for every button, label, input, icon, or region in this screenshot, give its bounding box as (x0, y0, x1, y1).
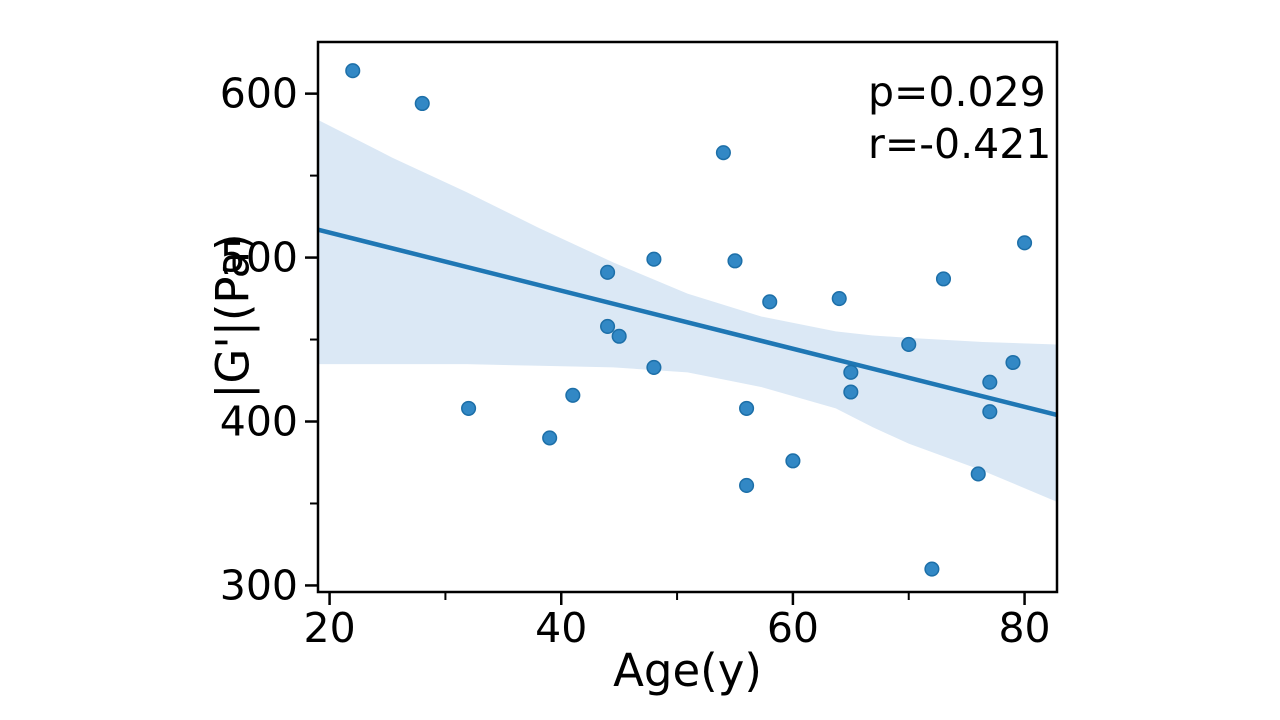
scatter-point (843, 364, 859, 380)
scatter-point (901, 336, 917, 353)
scatter-point (924, 561, 940, 577)
scatter-point (982, 374, 998, 390)
scatter-point (1005, 354, 1021, 371)
scatter-point (762, 294, 778, 310)
scatter-point (785, 453, 801, 469)
scatter-point (739, 477, 755, 493)
scatter-point (715, 145, 731, 161)
regression-line (317, 227, 1058, 418)
scatter-point (542, 430, 558, 446)
y-axis-tick-label: 300 (220, 561, 298, 609)
scatter-point (970, 466, 986, 482)
scatter-point (461, 400, 477, 416)
scatter-point (565, 387, 581, 403)
x-axis-tick-label: 20 (303, 604, 355, 652)
scatter-point (646, 359, 662, 375)
scatter-point (982, 404, 998, 420)
confidence-band (318, 119, 1057, 502)
scatter-point (611, 328, 627, 344)
scatter-point (345, 63, 361, 79)
scatter-point (600, 264, 616, 280)
y-axis-label: |G'|(Pa) (206, 233, 260, 399)
scatter-point (935, 271, 952, 287)
scatter-point (414, 95, 430, 112)
x-axis-tick-label: 80 (998, 604, 1050, 652)
r-value-text: r=-0.421 (868, 120, 1052, 168)
x-axis-label: Age(y) (613, 644, 762, 697)
axes-spines (316, 40, 1059, 594)
y-axis-tick-label: 600 (220, 70, 298, 118)
scatter-point (600, 318, 616, 334)
x-axis-tick-label: 60 (767, 604, 819, 652)
scatter-point (843, 384, 859, 400)
x-axis-tick-label: 40 (535, 604, 587, 652)
scatter-point (739, 400, 755, 416)
scatter-point (831, 291, 847, 307)
scatter-point (646, 251, 662, 267)
scatter-point (1017, 235, 1033, 251)
p-value-text: p=0.029 (868, 68, 1046, 116)
scatter-point (727, 253, 743, 269)
stats-annotation: p=0.029 r=-0.421 (868, 66, 1051, 170)
y-axis-tick-label: 400 (220, 398, 298, 446)
y-axis-tick-label: 500 (220, 234, 298, 282)
